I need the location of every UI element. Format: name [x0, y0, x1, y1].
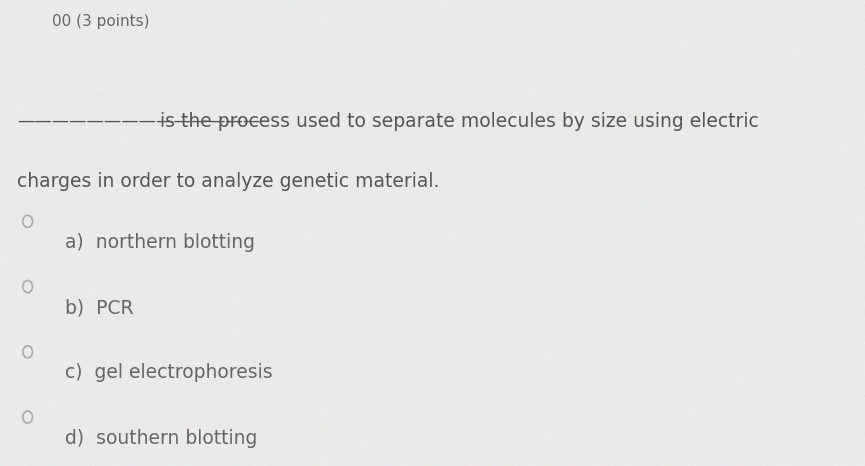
- Text: c)  gel electrophoresis: c) gel electrophoresis: [65, 363, 272, 383]
- Text: ——————————————: ——————————————: [17, 112, 260, 130]
- Text: is the process used to separate molecules by size using electric: is the process used to separate molecule…: [160, 112, 759, 131]
- Text: 00 (3 points): 00 (3 points): [52, 14, 150, 29]
- Text: charges in order to analyze genetic material.: charges in order to analyze genetic mate…: [17, 172, 439, 192]
- Text: d)  southern blotting: d) southern blotting: [65, 429, 257, 448]
- Text: b)  PCR: b) PCR: [65, 298, 133, 317]
- Text: a)  northern blotting: a) northern blotting: [65, 233, 255, 252]
